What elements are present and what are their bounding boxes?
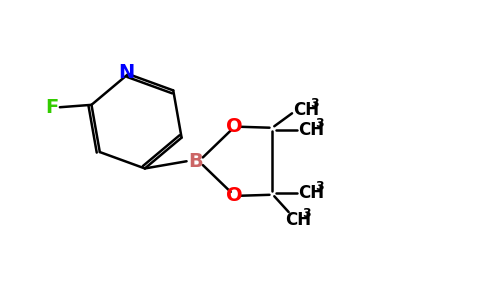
- Text: CH: CH: [298, 121, 324, 139]
- Text: CH: CH: [293, 101, 319, 119]
- Text: F: F: [45, 98, 59, 117]
- Text: 3: 3: [315, 117, 324, 130]
- Text: CH: CH: [286, 211, 311, 229]
- Text: N: N: [118, 63, 135, 82]
- Text: B: B: [188, 152, 203, 171]
- Text: O: O: [226, 117, 243, 136]
- Text: O: O: [226, 186, 243, 205]
- Text: 3: 3: [315, 180, 324, 193]
- Text: 3: 3: [310, 98, 319, 110]
- Text: 3: 3: [302, 207, 311, 220]
- Text: CH: CH: [298, 184, 324, 202]
